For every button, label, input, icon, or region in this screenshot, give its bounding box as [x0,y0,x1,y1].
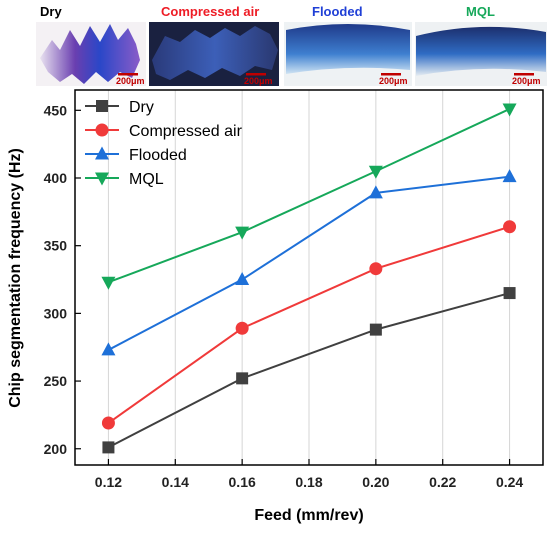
scale-text-mql: 200μm [512,76,541,86]
x-axis: 0.12 0.14 0.16 0.18 0.20 0.22 0.24 [95,459,523,490]
panel-mql: MQL 200μm [415,4,547,86]
x-tick-label: 0.18 [295,474,322,490]
series-line-compressed-air [107,225,510,424]
panel-compressed-air: Compressed air 200μm [149,4,279,86]
chip-image-compressed-air [152,26,278,80]
panel-label-compressed-air: Compressed air [161,4,259,19]
x-tick-label: 0.24 [496,474,523,490]
panel-flooded: Flooded 200μm [284,4,412,86]
series-markers [101,103,517,454]
data-point-mql [502,103,517,117]
scale-text-dry: 200μm [116,76,145,86]
data-point-dry [236,372,249,385]
scale-text-flooded: 200μm [379,76,408,86]
data-point-dry [102,441,115,454]
legend-label-dry: Dry [129,99,154,116]
legend-marker-dry [96,100,108,112]
legend: Dry Compressed air Flooded MQL [85,99,243,188]
scale-bar-mql [514,73,534,76]
panel-label-mql: MQL [466,4,495,19]
data-point-mql [368,165,383,179]
chip-image-mql [416,26,546,76]
scale-text-compressed-air: 200μm [244,76,273,86]
series-line-dry [107,292,510,449]
chip-image-dry [40,24,140,84]
y-axis: 200 250 300 350 400 450 [44,102,81,457]
x-tick-label: 0.22 [429,474,456,490]
data-point-flooded [101,342,116,356]
y-tick-label: 250 [44,373,68,389]
grid [107,90,511,465]
x-axis-title: Feed (mm/rev) [254,507,363,524]
scale-bar-dry [118,73,138,76]
y-tick-label: 450 [44,102,68,118]
panel-label-dry: Dry [40,4,62,19]
chip-image-flooded [286,24,410,74]
chart: 0.12 0.14 0.16 0.18 0.20 0.22 0.24 200 250 300 35… [7,89,544,524]
data-point-compressed-air [235,321,249,335]
series-line-mql [108,108,510,284]
x-tick-label: 0.12 [95,474,122,490]
series-line-flooded [107,175,510,351]
micrograph-panels: Dry 200μm Compressed air 200μm Flooded 2… [36,4,547,86]
data-point-mql [101,276,116,290]
data-point-flooded [502,169,517,183]
scale-bar-compressed-air [246,73,266,76]
scale-bar-flooded [381,73,401,76]
y-axis-title: Chip segmentation frequency (Hz) [7,148,24,408]
y-tick-label: 300 [44,305,68,321]
x-tick-label: 0.20 [362,474,389,490]
data-point-dry [369,323,382,336]
x-tick-label: 0.16 [229,474,256,490]
panel-dry: Dry 200μm [36,4,146,86]
panel-label-flooded: Flooded [312,4,363,19]
data-point-mql [235,226,250,240]
y-tick-label: 400 [44,170,68,186]
y-tick-label: 350 [44,238,68,254]
legend-marker-compressed-air [95,123,109,137]
data-point-flooded [368,185,383,199]
data-point-flooded [235,272,250,286]
legend-label-compressed-air: Compressed air [129,123,243,140]
data-point-compressed-air [369,262,383,276]
legend-marker-flooded [95,146,109,160]
data-point-compressed-air [503,220,517,234]
data-point-dry [503,287,516,300]
legend-label-flooded: Flooded [129,147,187,164]
series-lines [107,108,510,449]
data-point-compressed-air [101,416,115,430]
x-tick-label: 0.14 [162,474,189,490]
y-tick-label: 200 [44,441,68,457]
legend-label-mql: MQL [129,171,164,188]
legend-marker-mql [95,172,109,186]
